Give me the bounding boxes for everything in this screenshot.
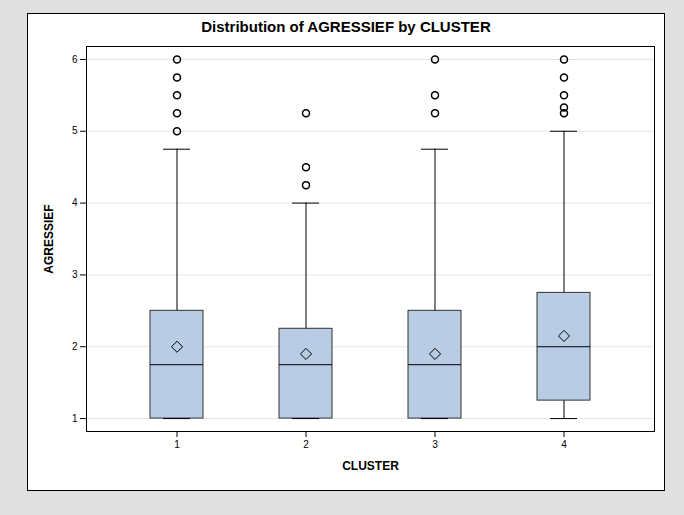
svg-text:CLUSTER: CLUSTER (342, 459, 399, 473)
svg-text:3: 3 (432, 439, 438, 450)
svg-text:4: 4 (72, 197, 78, 208)
svg-text:1: 1 (174, 439, 180, 450)
svg-text:5: 5 (72, 125, 78, 136)
svg-text:2: 2 (303, 439, 309, 450)
svg-text:2: 2 (72, 341, 78, 352)
html-text:Distribution of AGRESSIEF by C: Distribution of AGRESSIEF by CLUSTER (201, 18, 491, 35)
svg-text:3: 3 (72, 269, 78, 280)
svg-text:4: 4 (561, 439, 567, 450)
svg-text:1: 1 (72, 413, 78, 424)
svg-text:AGRESSIEF: AGRESSIEF (42, 204, 56, 273)
svg-text:6: 6 (72, 54, 78, 65)
